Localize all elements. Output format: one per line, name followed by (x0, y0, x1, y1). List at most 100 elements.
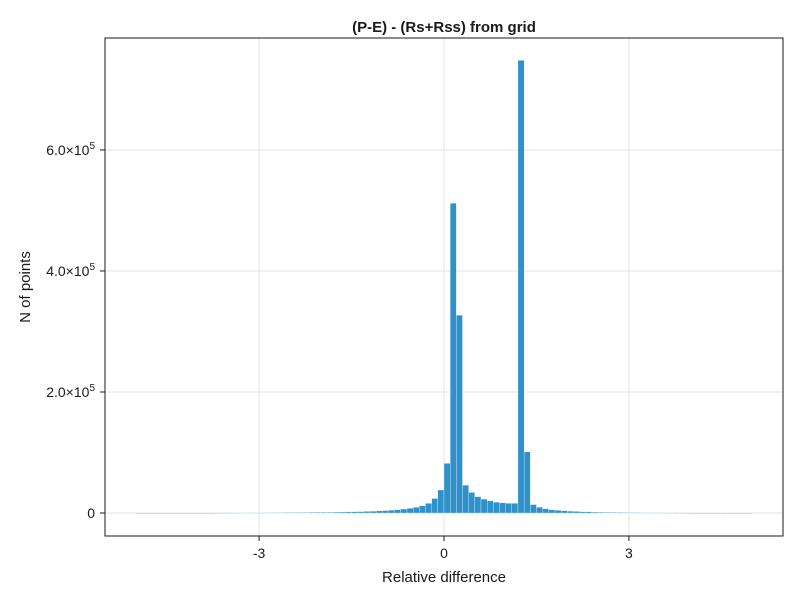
y-tick-label: 2.0×105 (46, 383, 95, 400)
histogram-bar (215, 512, 223, 514)
y-tick-base: 4.0×10 (46, 263, 89, 279)
histogram-bar (419, 505, 426, 514)
histogram-bar (258, 512, 266, 514)
histogram-bar (406, 508, 414, 514)
x-axis-label: Relative difference (382, 569, 506, 586)
y-tick-label: 0 (87, 505, 95, 521)
histogram-bar (665, 512, 673, 514)
histogram-bar (628, 512, 636, 514)
histogram-bar (283, 512, 291, 514)
histogram-bar (135, 512, 143, 514)
histogram-bar (542, 508, 549, 514)
histogram-bar (597, 512, 605, 514)
histogram-bar (425, 503, 432, 514)
y-tick-base: 2.0×10 (46, 384, 89, 400)
histogram-bar (221, 512, 229, 514)
x-tick-label: 3 (625, 545, 633, 561)
histogram-bar (141, 512, 149, 514)
histogram-bar (462, 485, 469, 514)
x-tick-label: 0 (440, 545, 448, 561)
histogram-bar (567, 510, 574, 514)
histogram-bar (246, 512, 254, 514)
histogram-bar (727, 512, 734, 514)
histogram-bar (622, 512, 630, 514)
y-tick-exponent: 5 (89, 383, 95, 394)
histogram-bar (431, 498, 438, 514)
x-axis-ticks: -3 0 3 (253, 536, 633, 561)
histogram-bar (530, 504, 537, 514)
histogram-bar (166, 512, 173, 514)
histogram-bar (548, 509, 556, 514)
histogram-bar (579, 511, 586, 514)
histogram-bar (647, 512, 654, 514)
grid-lines (105, 38, 783, 536)
histogram-bar (456, 314, 463, 514)
histogram-bar (523, 451, 531, 514)
histogram-bar (573, 511, 580, 514)
histogram-bar (480, 498, 488, 514)
histogram-bar (708, 512, 716, 514)
histogram-bar (178, 512, 186, 514)
histogram-bar (739, 512, 747, 514)
histogram-bar (394, 509, 402, 514)
histogram-bar (653, 512, 660, 514)
histogram-bar (191, 512, 198, 514)
histogram-bar (172, 512, 180, 514)
histogram-bar (203, 512, 210, 514)
histogram-bar (486, 500, 494, 514)
y-axis-label: N of points (17, 251, 34, 323)
histogram-bar (363, 511, 371, 514)
y-tick-exponent: 5 (89, 141, 95, 152)
histogram-bar (339, 511, 346, 514)
histogram-bar (671, 512, 679, 514)
histogram-bar (585, 511, 593, 514)
histogram-bar (320, 512, 328, 514)
histogram-bar (604, 512, 611, 514)
histogram-bar (733, 512, 741, 514)
histogram-bar (357, 511, 365, 514)
histogram-bar (616, 512, 623, 514)
histogram-bar (702, 512, 710, 514)
histogram-bar (345, 511, 352, 514)
histogram-bar (493, 501, 500, 514)
histogram-bar (332, 511, 340, 514)
y-tick-exponent: 5 (89, 262, 95, 273)
histogram-bar (659, 512, 667, 514)
histogram-bar (554, 510, 562, 514)
y-tick-label: 4.0×105 (46, 262, 95, 279)
histogram-bar (721, 512, 728, 514)
histogram-bar (160, 512, 167, 514)
histogram-bar (184, 512, 192, 514)
histogram-bar (499, 502, 506, 514)
histogram-bar (197, 512, 204, 514)
histogram-bar (634, 512, 642, 514)
histogram-bar (382, 510, 389, 514)
histogram-bar (234, 512, 241, 514)
histogram-bar (536, 507, 543, 514)
y-tick-label: 6.0×105 (46, 141, 95, 158)
histogram-bar (511, 503, 519, 514)
histogram-bar (228, 512, 235, 514)
histogram-bar (696, 512, 704, 514)
histogram-bar (265, 512, 272, 514)
histogram-bar (468, 492, 475, 514)
chart-title: (P-E) - (Rs+Rss) from grid (352, 19, 536, 36)
histogram-bar (560, 510, 568, 514)
histogram-bar (745, 512, 753, 514)
x-tick-label: -3 (253, 545, 266, 561)
histogram-bar (240, 512, 247, 514)
histogram-bar (474, 496, 482, 514)
histogram-bar (684, 512, 691, 514)
histogram-bar (209, 512, 217, 514)
histogram-bar (400, 508, 408, 514)
histogram-bar (641, 512, 648, 514)
histogram-bar (443, 463, 451, 514)
histogram-bar (413, 507, 420, 514)
histogram-bar (388, 510, 395, 514)
histogram-bar (326, 512, 334, 514)
histogram-bar (715, 512, 722, 514)
histogram-bar (308, 512, 315, 514)
histogram-bars (135, 60, 753, 514)
